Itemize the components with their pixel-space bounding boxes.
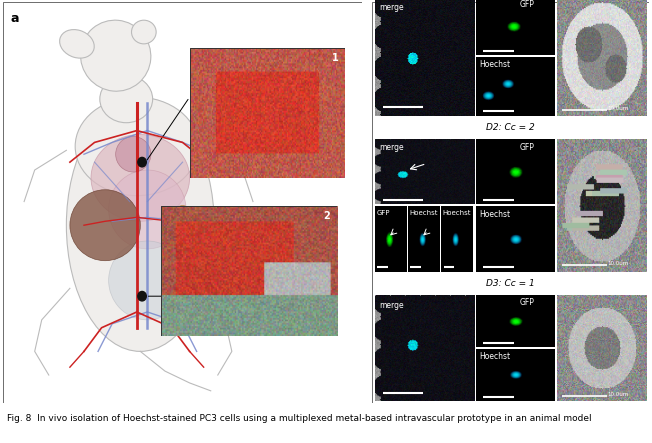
Text: GFP: GFP (520, 143, 535, 152)
Text: merge: merge (379, 143, 404, 152)
Ellipse shape (70, 190, 140, 260)
Ellipse shape (59, 30, 95, 58)
Circle shape (138, 157, 146, 167)
Text: Hoechst: Hoechst (479, 60, 511, 69)
Text: GFP: GFP (520, 0, 535, 8)
Text: 2: 2 (323, 211, 331, 221)
Text: D2: Cc = 2: D2: Cc = 2 (486, 123, 535, 132)
Ellipse shape (75, 97, 198, 196)
Ellipse shape (109, 241, 186, 320)
Text: Hoechst: Hoechst (479, 210, 511, 219)
Circle shape (163, 231, 181, 251)
Ellipse shape (115, 136, 151, 172)
Ellipse shape (109, 170, 186, 249)
Text: merge: merge (379, 3, 404, 12)
Text: Hoechst: Hoechst (442, 210, 471, 216)
Text: 10.0um: 10.0um (608, 392, 629, 396)
Text: Hoechst: Hoechst (479, 352, 511, 361)
Text: 10.0um: 10.0um (608, 261, 629, 266)
Text: GFP: GFP (520, 298, 535, 307)
Ellipse shape (132, 20, 156, 44)
Text: b: b (383, 12, 392, 25)
Text: 10.0um: 10.0um (608, 106, 629, 111)
Text: GFP: GFP (376, 210, 390, 216)
Text: 1: 1 (332, 53, 338, 63)
Text: merge: merge (379, 301, 404, 310)
Text: Fig. 8  In vivo isolation of Hoechst-stained PC3 cells using a multiplexed metal: Fig. 8 In vivo isolation of Hoechst-stai… (7, 414, 591, 423)
Text: a: a (10, 12, 19, 25)
Ellipse shape (91, 135, 190, 221)
Ellipse shape (170, 206, 195, 245)
Text: Hoechst: Hoechst (409, 210, 437, 216)
Ellipse shape (100, 75, 153, 123)
Ellipse shape (67, 99, 215, 351)
Text: D3: Cc = 1: D3: Cc = 1 (486, 279, 535, 288)
Circle shape (138, 291, 146, 301)
Ellipse shape (80, 20, 151, 91)
